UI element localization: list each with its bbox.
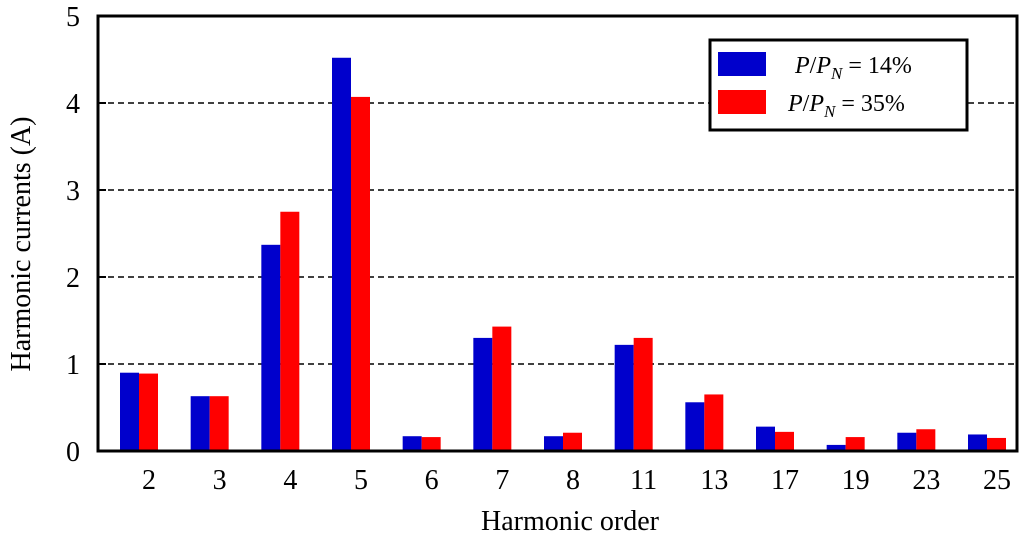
bar-11-series-2: [633, 337, 653, 451]
x-tick-label: 5: [354, 465, 368, 496]
x-tick-label: 8: [566, 465, 580, 496]
y-tick-label: 4: [66, 89, 80, 120]
x-tick-label: 7: [495, 465, 509, 496]
bar-4-series-1: [261, 244, 281, 451]
legend-35-sub: N: [823, 102, 837, 121]
x-tick-label: 19: [842, 465, 870, 496]
x-tick-label: 11: [630, 465, 657, 496]
y-tick-label: 0: [66, 437, 80, 468]
bar-2-series-1: [120, 372, 139, 451]
legend-14-slash: /: [810, 53, 817, 79]
y-axis-label: Harmonic currents (A): [6, 116, 37, 371]
bar-25-series-2: [987, 437, 1006, 451]
legend-35-slash: /: [803, 91, 810, 117]
bar-25-series-1: [968, 434, 987, 451]
bar-17-series-2: [775, 431, 794, 451]
legend-35-var1: P: [787, 91, 803, 117]
legend-14-var1: P: [794, 53, 810, 79]
legend-35-eq: = 35%: [835, 91, 905, 117]
legend-entry-14: P/PN = 14%: [794, 53, 912, 83]
x-tick-label: 6: [425, 465, 439, 496]
bar-5-series-1: [332, 57, 351, 451]
y-tick-label: 5: [66, 2, 80, 33]
bar-13-series-1: [685, 402, 705, 451]
bar-4-series-2: [280, 211, 300, 451]
legend-swatch-14: [718, 52, 766, 76]
bar-5-series-2: [351, 96, 370, 451]
bar-3-series-1: [190, 396, 210, 451]
x-tick-label: 25: [983, 465, 1011, 496]
legend-14-var2: P: [815, 53, 831, 79]
bar-17-series-1: [756, 426, 775, 451]
bar-23-series-1: [897, 432, 917, 451]
y-axis-ticks: 0 1 2 3 4 5: [66, 2, 106, 468]
bar-7-series-1: [473, 337, 493, 451]
x-tick-label: 2: [142, 465, 156, 496]
bar-11-series-1: [614, 344, 634, 451]
x-tick-label: 3: [213, 465, 227, 496]
bar-13-series-2: [704, 394, 724, 451]
legend-14-sub: N: [830, 64, 844, 83]
y-tick-label: 3: [66, 176, 80, 207]
bar-2-series-2: [139, 373, 158, 451]
x-axis-label: Harmonic order: [481, 506, 660, 537]
legend-14-eq: = 14%: [842, 53, 912, 79]
grid-lines: [98, 102, 1017, 365]
y-tick-label: 1: [66, 350, 80, 381]
legend-entry-35: P/PN = 35%: [787, 91, 905, 121]
bars: [120, 57, 1006, 451]
bar-6-series-2: [421, 437, 441, 451]
bar-7-series-2: [492, 326, 512, 451]
x-tick-label: 4: [283, 465, 297, 496]
bar-3-series-2: [209, 396, 229, 451]
y-tick-label: 2: [66, 263, 80, 294]
bar-23-series-2: [916, 429, 936, 451]
x-axis-ticks: 2 3 4 5 6 7 8 11 13 17 19 23 25: [142, 465, 1011, 496]
plot-frame: [96, 14, 1019, 453]
bar-6-series-1: [402, 436, 422, 451]
x-tick-label: 17: [771, 465, 799, 496]
bar-19-series-2: [845, 437, 865, 451]
x-tick-label: 13: [700, 465, 728, 496]
x-tick-label: 23: [912, 465, 940, 496]
bar-8-series-1: [544, 436, 563, 451]
bar-19-series-1: [826, 444, 846, 451]
legend: P/PN = 14% P/PN = 35%: [708, 38, 969, 132]
bar-8-series-2: [563, 432, 582, 451]
legend-35-var2: P: [808, 91, 824, 117]
legend-swatch-35: [718, 90, 766, 114]
